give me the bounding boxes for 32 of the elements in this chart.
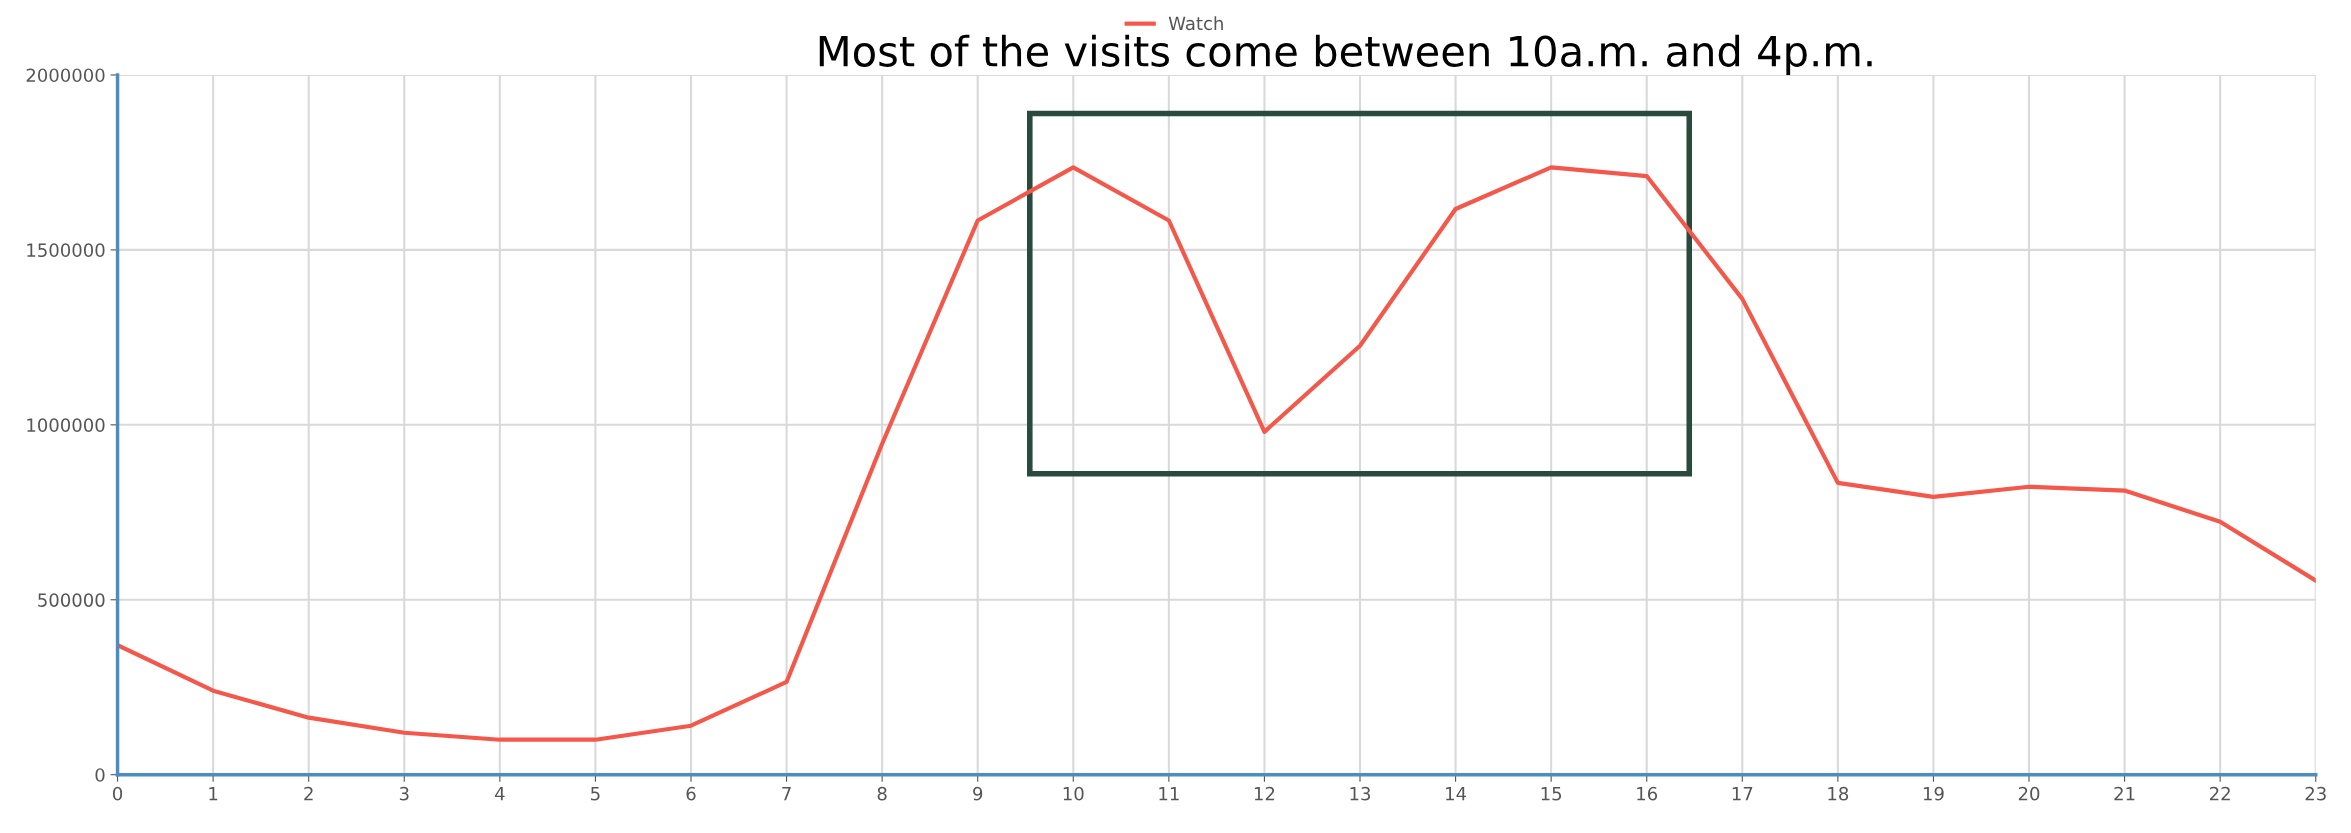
- x-tick-label: 1: [209, 787, 218, 801]
- x-tick-label: 5: [591, 787, 600, 801]
- y-tick-label: 500000: [38, 593, 105, 607]
- y-tick-label: 1500000: [27, 243, 105, 258]
- y-tick-label: 0: [95, 768, 105, 782]
- x-tick-label: 21: [2114, 786, 2135, 801]
- x-tick-label: 9: [973, 786, 983, 801]
- x-tick-label: 13: [1350, 786, 1371, 801]
- x-tick-label: 11: [1159, 787, 1179, 801]
- x-tick-label: 15: [1541, 787, 1562, 801]
- x-tick-label: 12: [1254, 786, 1275, 801]
- legend-label: Watch: [1168, 16, 1223, 31]
- x-tick-label: 22: [2210, 786, 2230, 801]
- x-tick-label: 18: [1828, 786, 1849, 801]
- x-tick-label: 14: [1446, 787, 1467, 801]
- x-tick-label: 6: [686, 786, 696, 801]
- x-tick-label: 7: [782, 787, 791, 801]
- chart-title: Most of the visits come between 10a.m. and 4p.m.: [819, 34, 1872, 75]
- x-tick-label: 23: [2305, 786, 2326, 801]
- x-tick-label: 16: [1637, 786, 1658, 801]
- y-tick-label: 2000000: [26, 68, 105, 83]
- x-tick-label: 10: [1063, 786, 1084, 801]
- line-series: [117, 165, 2316, 742]
- x-tick-label: 20: [2018, 786, 2040, 801]
- y-tick-label: 1000000: [27, 418, 105, 432]
- x-tick-label: 0: [113, 786, 123, 801]
- x-tick-label: 19: [1923, 786, 1944, 801]
- x-tick-label: 4: [494, 787, 505, 801]
- x-tick-label: 8: [877, 786, 887, 801]
- x-tick-label: 17: [1732, 787, 1753, 801]
- x-tick-label: 3: [399, 786, 409, 801]
- x-tick-label: 2: [304, 786, 313, 801]
